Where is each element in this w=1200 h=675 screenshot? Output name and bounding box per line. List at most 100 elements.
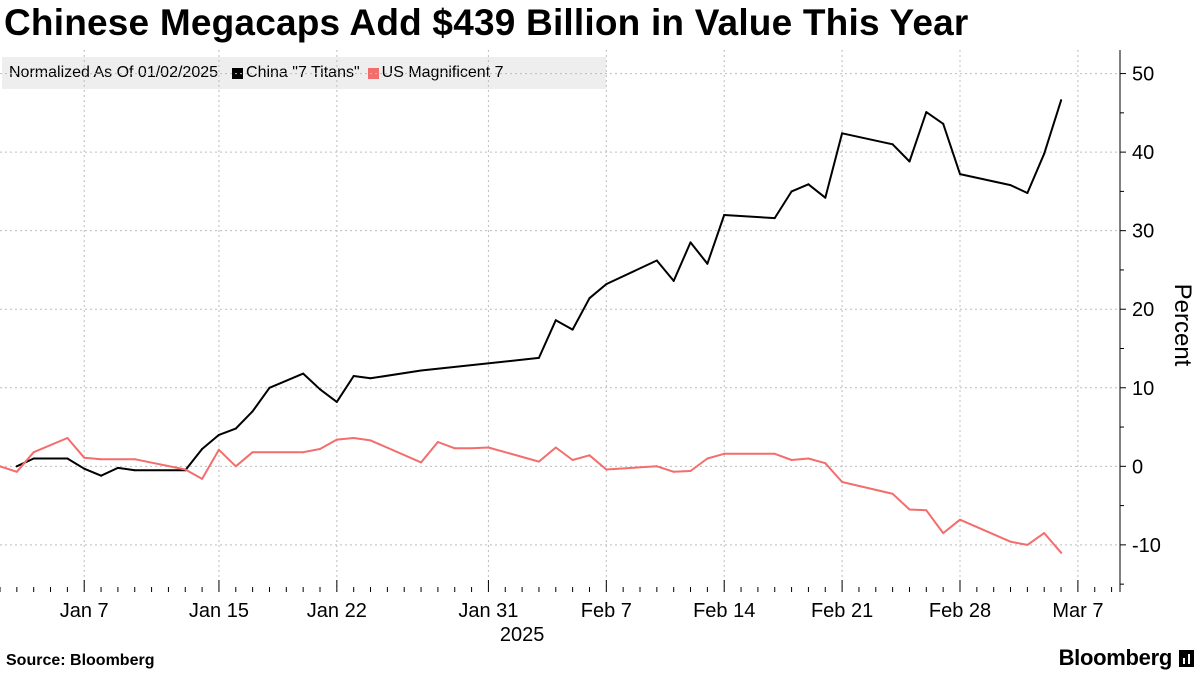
x-tick-label: Mar 7 [1052,600,1103,622]
legend-label-china: China "7 Titans" [246,64,360,81]
data-point-china [302,372,305,375]
x-tick-label: Feb 21 [811,600,873,622]
data-point-china [588,297,591,300]
y-tick-label: 40 [1132,142,1154,164]
data-point-us [133,458,136,461]
y-tick-label: -10 [1132,535,1161,557]
data-point-china [1043,152,1046,155]
data-point-china [1060,99,1063,102]
data-point-us [1060,551,1063,554]
data-point-us [420,461,423,464]
data-point-china [655,259,658,262]
data-point-china [672,279,675,282]
data-point-china [100,474,103,477]
y-tick-label: 30 [1132,221,1154,243]
legend-swatch-us [367,67,379,79]
data-point-china [942,122,945,125]
data-point-us [824,462,827,465]
data-point-china [66,457,69,460]
data-point-china [420,369,423,372]
data-point-china [723,214,726,216]
data-point-us [1009,540,1012,543]
legend-label-us: US Magnificent 7 [381,64,504,81]
data-point-us [100,458,103,461]
data-point-us [470,447,473,450]
data-point-us [352,437,355,439]
data-point-china [201,448,204,450]
y-tick-label: 0 [1132,456,1143,478]
data-point-us [319,448,321,450]
legend-item-china: China "7 Titans" [232,64,360,82]
data-point-china [32,457,35,460]
data-point-china [571,328,574,331]
data-point-us [234,465,237,468]
x-tick-label: Feb 7 [581,600,632,622]
y-axis-label: Percent [1169,284,1196,367]
data-point-us [436,441,439,443]
data-point-china [217,433,220,436]
data-point-us [537,460,540,463]
x-tick-label: Jan 15 [189,600,249,622]
y-tick-label: 20 [1132,299,1154,321]
data-point-china [605,283,608,286]
data-point-us [891,492,894,495]
data-point-us [807,457,810,460]
data-point-china [352,375,355,377]
data-point-us [554,446,557,449]
data-point-us [672,470,675,473]
data-point-china [133,469,136,472]
data-point-china [824,196,827,199]
brand-wordmark: Bloomberg [1058,645,1173,670]
x-year-label: 2025 [500,624,545,646]
data-point-us [15,470,18,473]
data-point-us [1043,532,1046,535]
data-point-china [369,377,372,380]
data-point-china [891,143,894,146]
series-line-china [15,99,1063,477]
data-point-china [773,217,776,220]
data-point-us [0,465,1,468]
x-tick-label: Jan 22 [307,600,367,622]
data-point-china [959,173,961,176]
data-point-us [773,452,776,455]
data-point-us [66,437,69,439]
data-point-us [83,456,86,459]
data-point-us [571,459,574,461]
data-point-china [83,467,86,470]
data-point-china [251,410,254,413]
data-point-us [1026,543,1029,546]
y-tick-label: 10 [1132,378,1154,400]
data-point-china [116,466,119,469]
data-point-us [605,468,608,471]
legend-item-us: US Magnificent 7 [367,64,504,82]
data-point-china [689,241,692,244]
legend-note: Normalized As Of 01/02/2025 [9,64,219,81]
data-point-us [706,457,709,460]
data-point-us [588,454,591,457]
data-point-china [807,183,810,186]
data-point-china [537,356,540,359]
data-point-china [1009,184,1012,187]
x-tick-label: Feb 14 [693,600,755,622]
data-point-china [234,427,237,430]
data-point-china [335,400,338,403]
data-point-us [723,452,726,455]
data-point-us [925,509,928,512]
data-point-china [790,190,793,193]
data-point-china [268,386,271,389]
data-point-us [655,465,658,468]
data-point-us [942,532,945,535]
data-point-us [251,451,254,454]
bloomberg-logo: Bloomberg [1059,645,1194,671]
data-point-china [1026,192,1029,194]
data-point-china [319,388,321,391]
data-point-china [15,465,18,468]
data-point-us [841,481,844,483]
x-tick-label: Jan 7 [60,600,109,622]
data-point-us [959,518,961,521]
data-point-us [790,459,793,461]
data-point-us [369,439,372,442]
data-point-us [335,438,338,441]
chart-legend: Normalized As Of 01/02/2025 China "7 Tit… [2,57,606,89]
